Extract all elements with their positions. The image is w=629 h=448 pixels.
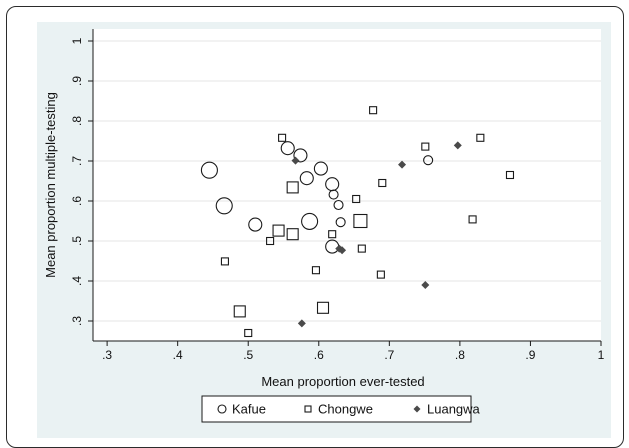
point-chongwe — [328, 230, 337, 239]
point-chongwe — [220, 257, 229, 266]
point-chongwe — [286, 228, 299, 241]
x-tick-label: .6 — [314, 348, 324, 362]
point-chongwe — [357, 244, 366, 253]
x-tick-label: 1 — [598, 348, 605, 362]
point-kafue — [328, 189, 339, 200]
y-tick-label: .6 — [70, 196, 84, 206]
point-luangwa — [338, 246, 347, 255]
point-chongwe — [376, 270, 385, 279]
legend-marker-luangwa — [413, 405, 421, 413]
x-tick-label: .5 — [243, 348, 253, 362]
point-chongwe — [369, 106, 378, 115]
point-kafue — [423, 155, 434, 166]
point-chongwe — [421, 142, 430, 151]
y-tick-label: .7 — [70, 156, 84, 166]
point-kafue — [301, 212, 319, 230]
point-chongwe — [272, 224, 285, 237]
point-chongwe — [244, 328, 253, 338]
point-chongwe — [505, 170, 515, 180]
scatter-chart: .3 .4 .5 .6 .7 .8 .9 1 .3 .4 .5 .6 .7 .8 .9 1 Mean pro… — [37, 22, 611, 438]
plot-area — [93, 29, 601, 341]
x-tick-label: .3 — [102, 348, 112, 362]
point-luangwa — [453, 141, 462, 150]
point-chongwe — [278, 133, 287, 142]
point-luangwa — [297, 319, 306, 328]
point-chongwe — [286, 181, 299, 194]
y-tick-label: .5 — [70, 236, 84, 246]
point-kafue — [335, 217, 346, 228]
y-tick-label: .8 — [70, 116, 84, 126]
y-tick-label: 1 — [70, 37, 84, 44]
point-kafue — [299, 171, 314, 186]
x-tick-label: .7 — [384, 348, 394, 362]
data-points — [200, 106, 515, 338]
point-kafue — [333, 199, 344, 211]
grid-lines — [93, 40, 601, 322]
point-luangwa — [421, 281, 430, 289]
legend-marker-kafue — [217, 404, 227, 414]
point-luangwa — [291, 156, 300, 165]
legend-label-kafue: Kafue — [232, 402, 266, 417]
legend-box — [201, 395, 472, 423]
point-chongwe — [476, 133, 485, 142]
x-tick-label: .8 — [455, 348, 465, 362]
x-tick-label: .9 — [525, 348, 535, 362]
point-kafue — [215, 197, 233, 215]
point-chongwe — [352, 194, 361, 204]
legend-marker-chongwe — [304, 405, 312, 413]
y-tick-label: .3 — [70, 316, 84, 326]
x-ticks: .3 .4 .5 .6 .7 .8 .9 1 — [102, 341, 605, 362]
legend: Kafue Chongwe Luangwa — [217, 402, 481, 417]
y-axis-title: Mean proportion multiple-testing — [43, 92, 58, 278]
x-tick-label: .4 — [173, 348, 183, 362]
point-kafue — [280, 141, 295, 156]
point-chongwe — [266, 236, 275, 246]
y-tick-label: .9 — [70, 76, 84, 86]
point-chongwe — [233, 305, 246, 318]
point-kafue — [248, 217, 263, 232]
point-kafue — [200, 161, 218, 179]
point-chongwe — [316, 301, 330, 314]
point-luangwa — [398, 160, 407, 169]
point-chongwe — [353, 213, 368, 229]
x-axis-title: Mean proportion ever-tested — [261, 374, 424, 389]
point-kafue — [293, 148, 308, 163]
legend-label-luangwa: Luangwa — [427, 402, 481, 417]
point-chongwe — [378, 178, 387, 188]
y-ticks: .3 .4 .5 .6 .7 .8 .9 1 — [70, 37, 93, 326]
legend-label-chongwe: Chongwe — [318, 402, 373, 417]
point-chongwe — [311, 266, 321, 275]
point-kafue — [313, 161, 328, 176]
y-tick-label: .4 — [70, 276, 84, 286]
point-chongwe — [468, 215, 477, 224]
